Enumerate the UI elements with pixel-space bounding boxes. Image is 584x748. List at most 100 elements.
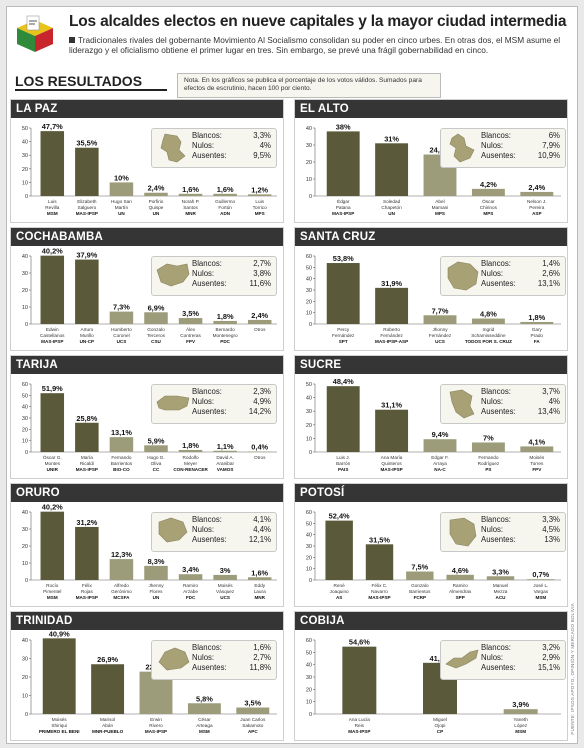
- bar: [213, 320, 237, 324]
- value-label: 1,2%: [251, 185, 268, 194]
- party-label: FPV: [186, 339, 196, 344]
- candidate-last-name: Arraya: [433, 461, 447, 466]
- bar: [503, 709, 538, 714]
- null-votes-label: Nulos:: [192, 141, 215, 150]
- city-title: SANTA CRUZ: [295, 228, 567, 246]
- vote-stats: Blancos: 1,4% Nulos: 2,6% Ausentes: 13,1%: [481, 259, 560, 289]
- null-votes-row: Nulos: 4%: [192, 141, 271, 151]
- null-votes-value: 4,9%: [253, 397, 271, 406]
- value-label: 2,4%: [528, 183, 545, 192]
- y-tick-label: 40: [22, 254, 28, 260]
- candidate-first-name: Luis: [48, 199, 57, 204]
- bar: [486, 576, 515, 580]
- blank-votes-value: 3,2%: [542, 643, 560, 652]
- value-label: 54,6%: [349, 638, 370, 647]
- value-label: 3,5%: [182, 309, 199, 318]
- value-label: 52,4%: [329, 512, 350, 521]
- absent-voters-label: Ausentes:: [192, 407, 227, 416]
- y-tick-label: 10: [22, 561, 28, 567]
- candidate-first-name: Moisés: [52, 717, 68, 722]
- party-label: FA: [534, 339, 541, 344]
- value-label: 1,8%: [528, 313, 545, 322]
- value-label: 7,7%: [432, 306, 449, 315]
- blank-votes-value: 3,3%: [253, 131, 271, 140]
- candidate-last-name: Torres: [530, 461, 544, 466]
- absent-voters-label: Ausentes:: [481, 535, 516, 544]
- stats-box: Blancos: 3,7% Nulos: 4% Ausentes: 13,4%: [440, 384, 566, 424]
- candidate-last-name: Laura: [254, 589, 266, 594]
- y-tick-label: 0: [25, 450, 28, 456]
- null-votes-value: 4,5%: [542, 525, 560, 534]
- y-tick-label: 50: [22, 393, 28, 399]
- null-votes-value: 2,7%: [253, 653, 271, 662]
- city-title: COBIJA: [295, 612, 567, 630]
- stats-box: Blancos: 6% Nulos: 7,9% Ausentes: 10,9%: [440, 128, 566, 168]
- candidate-last-name: Pereira: [529, 205, 545, 210]
- bar: [187, 703, 221, 714]
- value-label: 1,6%: [217, 185, 234, 194]
- party-label: UCS: [117, 339, 127, 344]
- party-label: MSM: [199, 729, 210, 734]
- y-tick-label: 50: [306, 265, 312, 271]
- bar: [326, 263, 360, 324]
- absent-voters-row: Ausentes: 13,1%: [481, 279, 560, 289]
- value-label: 3%: [220, 566, 231, 575]
- candidate-first-name: Guillermo: [215, 199, 235, 204]
- bar: [326, 386, 360, 452]
- null-votes-label: Nulos:: [481, 653, 504, 662]
- y-tick-label: 10: [22, 180, 28, 186]
- value-label: 4,6%: [452, 566, 469, 575]
- source-credit: FUENTE: IPSOS APOYO, OPINIÓN Y MERCADO B…: [570, 603, 575, 735]
- party-label: MAS-IPSP: [332, 211, 354, 216]
- panel-potosi: POTOSÍ 0 10 20 30 40 50 60 52,4% René Joaquino AS 31…: [294, 483, 568, 607]
- bar: [406, 571, 434, 580]
- absent-voters-label: Ausentes:: [481, 663, 516, 672]
- value-label: 47,7%: [42, 122, 63, 131]
- candidate-first-name: Óscar: [482, 198, 495, 204]
- department-map-icon: [158, 517, 188, 543]
- candidate-last-name: Terceros: [147, 333, 166, 338]
- candidate-last-name: Joaquino: [330, 589, 349, 594]
- candidate-first-name: Jhonny: [432, 327, 448, 332]
- party-label: MSM: [47, 211, 58, 216]
- value-label: 40,2%: [42, 247, 63, 256]
- candidate-first-name: Humberto: [111, 327, 132, 332]
- null-votes-row: Nulos: 3,8%: [192, 269, 271, 279]
- y-tick-label: 10: [22, 439, 28, 445]
- candidate-first-name: Hugo San: [111, 199, 132, 204]
- candidate-last-name: Flores: [149, 589, 163, 594]
- bar: [247, 319, 272, 324]
- y-tick-label: 30: [306, 288, 312, 294]
- value-label: 6,9%: [148, 303, 165, 312]
- candidate-last-name: Arteaga: [196, 723, 213, 728]
- bar: [75, 147, 99, 196]
- blank-votes-row: Blancos: 3,3%: [192, 131, 271, 141]
- candidate-last-name: Revilla: [45, 205, 59, 210]
- y-tick-label: 0: [309, 194, 312, 200]
- candidate-first-name: David A.: [216, 455, 233, 460]
- bar: [213, 574, 237, 580]
- candidate-first-name: Soledad: [383, 199, 401, 204]
- candidate-last-name: Quinteros: [381, 461, 402, 466]
- blank-votes-value: 2,3%: [253, 387, 271, 396]
- y-tick-label: 20: [306, 687, 312, 693]
- y-tick-label: 10: [22, 694, 28, 700]
- candidate-last-name: Navarro: [371, 589, 388, 594]
- blank-votes-row: Blancos: 3,3%: [481, 515, 560, 525]
- department-map-icon: [156, 263, 190, 287]
- section-title: LOS RESULTADOS: [15, 73, 143, 89]
- null-votes-label: Nulos:: [192, 525, 215, 534]
- y-tick-label: 20: [22, 427, 28, 433]
- y-tick-label: 10: [306, 177, 312, 183]
- absent-voters-value: 13,4%: [537, 407, 560, 416]
- value-label: 7,3%: [113, 303, 130, 312]
- null-votes-label: Nulos:: [192, 397, 215, 406]
- party-label: MNR-PUEBLO: [92, 729, 124, 734]
- party-label: UN: [153, 211, 160, 216]
- infographic-page: Los alcaldes electos en nueve capitales …: [6, 6, 578, 744]
- candidate-first-name: Eddy: [254, 583, 265, 588]
- bar: [375, 287, 409, 324]
- candidate-first-name: Arturo: [80, 327, 93, 332]
- candidate-first-name: Rocío: [46, 583, 59, 588]
- candidate-last-name: Abán: [102, 723, 113, 728]
